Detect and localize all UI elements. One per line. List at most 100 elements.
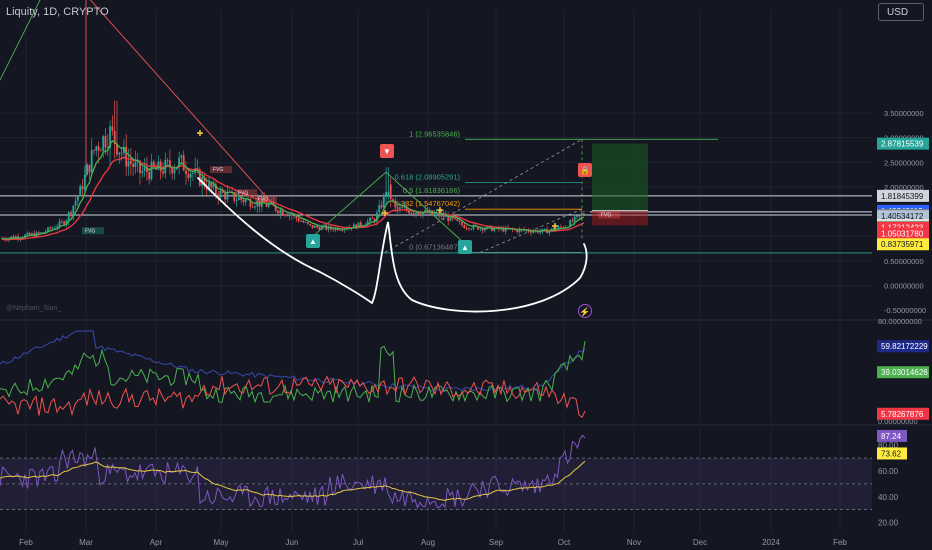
- candle-body: [562, 227, 565, 229]
- candle-body: [95, 146, 98, 151]
- candle-body: [543, 228, 546, 230]
- candle-body: [83, 174, 86, 190]
- candle-body: [571, 220, 574, 222]
- candle-body: [77, 196, 79, 201]
- candle-body: [67, 212, 70, 221]
- candle-body: [187, 174, 190, 178]
- candle-body: [463, 225, 466, 229]
- cross-marker: ✚: [197, 129, 204, 138]
- candle-body: [212, 184, 215, 188]
- candle-body: [182, 155, 185, 171]
- y-tick-label: 0.00000000: [884, 282, 924, 291]
- fib-level-label: 0.618 (2.08905291): [395, 173, 461, 182]
- watermark: @Nepham_Sian_: [6, 305, 62, 312]
- candle-body: [355, 224, 358, 229]
- candle-body: [189, 173, 192, 178]
- x-tick-label: Apr: [150, 538, 163, 547]
- candle-body: [205, 186, 208, 190]
- candle-body: [125, 146, 128, 167]
- x-tick-label: Jul: [353, 538, 363, 547]
- minus-di-line: [0, 375, 586, 419]
- candle-body: [219, 190, 222, 198]
- candle-body: [150, 161, 153, 180]
- candle-body: [353, 224, 355, 229]
- candle-body: [90, 150, 93, 173]
- rsi-tick-label: 20.00: [878, 519, 899, 528]
- candle-body: [102, 136, 105, 151]
- candle-body: [106, 147, 109, 149]
- candle-body: [302, 221, 305, 223]
- x-tick-label: Sep: [489, 538, 504, 547]
- candle-body: [63, 221, 65, 225]
- candle-body: [256, 200, 259, 207]
- lock-marker-glyph: 🔒: [580, 166, 590, 175]
- dmi-value-tag: [877, 366, 929, 379]
- cross-marker: ✚: [552, 222, 559, 231]
- sell-marker-glyph: ▼: [383, 147, 391, 156]
- rsi-value-label: 73.62: [881, 449, 902, 458]
- ema-slow: [2, 156, 585, 241]
- rsi-tick-label: 40.00: [878, 493, 899, 502]
- candle-body: [295, 215, 298, 219]
- candle-body: [40, 232, 42, 234]
- candle-body: [583, 213, 585, 215]
- candle-body: [468, 228, 470, 230]
- rsi-tick-label: 60.00: [878, 467, 899, 476]
- candle-body: [394, 200, 397, 208]
- candle-body: [54, 227, 56, 229]
- dmi-value-label: 59.82172229: [881, 342, 928, 351]
- candle-body: [70, 212, 72, 214]
- lock-marker: [578, 163, 592, 177]
- y-tick-label: -0.50000000: [884, 306, 926, 315]
- candle-body: [24, 234, 26, 238]
- buy-marker: [306, 234, 320, 248]
- x-tick-label: Jun: [286, 538, 299, 547]
- candle-body: [134, 162, 137, 167]
- dmi-tick-label: 80.00000000: [878, 317, 922, 326]
- candle-body: [129, 160, 132, 164]
- candle-body: [208, 182, 210, 190]
- candle-body: [578, 215, 581, 217]
- drawn-cup-curve: [197, 177, 588, 313]
- candle-body: [132, 163, 134, 167]
- price-tag: [877, 238, 929, 251]
- candle-body: [49, 227, 52, 229]
- candle-body: [387, 191, 390, 197]
- candle-body: [290, 214, 293, 216]
- candle-body: [171, 167, 174, 174]
- symbol-title[interactable]: Liquity, 1D, CRYPTO: [6, 6, 109, 18]
- candle-body: [169, 160, 171, 168]
- y-tick-label: 0.50000000: [884, 257, 924, 266]
- candle-body: [316, 225, 318, 228]
- lightning-icon[interactable]: ⚡: [578, 304, 592, 318]
- candle-body: [44, 231, 47, 233]
- dmi-value-label: 5.78267876: [881, 410, 924, 419]
- candle-body: [72, 205, 75, 214]
- y-tick-label: 2.00000000: [884, 183, 924, 192]
- candle-body: [371, 217, 374, 219]
- adx-line: [0, 330, 586, 392]
- candle-body: [217, 194, 220, 198]
- candle-body: [320, 226, 323, 230]
- candle-body: [399, 207, 401, 209]
- currency-button[interactable]: USD: [878, 3, 924, 21]
- candle-body: [166, 159, 169, 161]
- candle-body: [426, 209, 429, 214]
- candle-body: [141, 170, 144, 174]
- candle-body: [224, 192, 226, 200]
- candle-body: [152, 161, 155, 168]
- candle-body: [97, 146, 100, 151]
- y-tick-label: 3.50000000: [884, 109, 924, 118]
- candle-body: [58, 221, 61, 227]
- candle-body: [580, 213, 583, 216]
- dmi-value-tag: [877, 407, 929, 420]
- price-tag: [877, 137, 929, 150]
- x-tick-label: Feb: [833, 538, 847, 547]
- candle-body: [109, 126, 111, 149]
- candle-body: [392, 199, 394, 201]
- candle-body: [203, 177, 206, 187]
- candle-body: [382, 195, 385, 208]
- trendline-green: [0, 0, 41, 81]
- rsi-tick-label: 80.00: [878, 441, 899, 450]
